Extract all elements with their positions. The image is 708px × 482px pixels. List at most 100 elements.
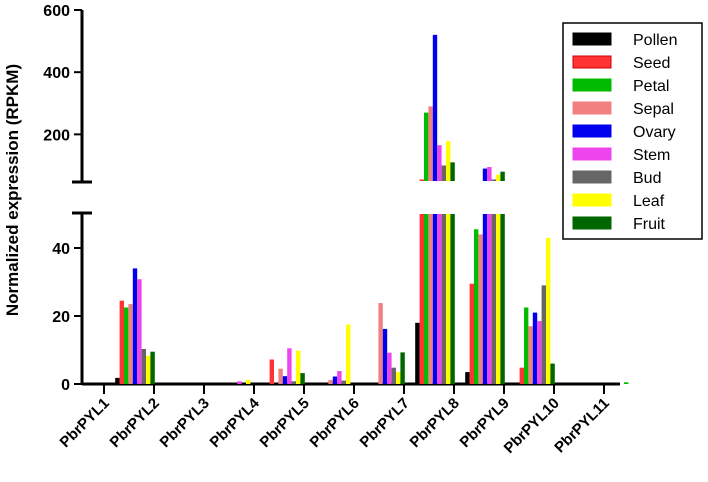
bar-lower-part bbox=[428, 214, 433, 384]
y-tick-label: 600 bbox=[43, 3, 70, 20]
bar bbox=[537, 321, 542, 384]
legend-label: Sepal bbox=[633, 101, 674, 118]
bar bbox=[346, 324, 351, 384]
bar bbox=[446, 141, 451, 181]
bars bbox=[115, 34, 629, 384]
bar bbox=[119, 300, 124, 384]
bar bbox=[519, 367, 524, 384]
legend-label: Petal bbox=[633, 78, 669, 95]
bar bbox=[237, 381, 242, 384]
bar bbox=[328, 379, 333, 384]
x-tick-label: PbrPYL7 bbox=[357, 395, 413, 451]
bar bbox=[387, 352, 392, 384]
legend-label: Bud bbox=[633, 170, 661, 187]
bar-lower-part bbox=[424, 214, 429, 384]
bar-lower-part bbox=[491, 214, 496, 384]
bar bbox=[337, 371, 342, 384]
bar bbox=[124, 307, 129, 384]
legend-swatch bbox=[572, 78, 612, 92]
bar bbox=[282, 376, 288, 384]
bar bbox=[465, 372, 470, 384]
bar bbox=[524, 307, 529, 384]
y-tick-label: 20 bbox=[52, 309, 70, 326]
bar-lower-part bbox=[419, 214, 424, 384]
tick-labels: 02040200400600PbrPYL1PbrPYL2PbrPYL3PbrPY… bbox=[43, 3, 613, 457]
x-tick-label: PbrPYL4 bbox=[207, 394, 264, 451]
bar bbox=[128, 304, 133, 384]
y-tick-label: 0 bbox=[61, 377, 70, 394]
legend-swatch bbox=[572, 101, 612, 115]
bar bbox=[441, 165, 446, 181]
bar-lower-part bbox=[441, 214, 446, 384]
legend-swatch bbox=[572, 147, 612, 161]
bar bbox=[332, 376, 338, 384]
x-tick-label: PbrPYL2 bbox=[107, 395, 163, 451]
bar bbox=[482, 168, 488, 181]
bar bbox=[478, 234, 483, 384]
legend-swatch bbox=[572, 55, 612, 69]
bar-lower-part bbox=[482, 214, 488, 384]
bar bbox=[300, 373, 305, 384]
bar bbox=[396, 372, 401, 384]
legend-label: Ovary bbox=[633, 124, 676, 141]
x-tick-label: PbrPYL8 bbox=[407, 395, 463, 451]
bar bbox=[428, 106, 433, 181]
bar bbox=[150, 351, 155, 384]
bar bbox=[424, 112, 429, 181]
y-tick-label: 400 bbox=[43, 65, 70, 82]
bar bbox=[382, 328, 388, 384]
legend-swatch bbox=[572, 193, 612, 207]
legend-swatch bbox=[572, 32, 612, 46]
legend: Pollen Seed Petal Sepal Ovary Stem Bud Leaf Frui… bbox=[562, 22, 703, 240]
bar bbox=[541, 285, 546, 384]
bar bbox=[491, 179, 496, 181]
bar-lower-part bbox=[446, 214, 451, 384]
legend-swatch bbox=[572, 124, 612, 138]
bar bbox=[546, 237, 551, 384]
bar bbox=[146, 355, 151, 384]
bar bbox=[115, 377, 120, 384]
y-tick-label: 40 bbox=[52, 241, 70, 258]
x-tick-label: PbrPYL1 bbox=[57, 395, 113, 451]
bar-lower-part bbox=[450, 214, 455, 384]
legend-label: Pollen bbox=[633, 32, 677, 49]
bar bbox=[246, 379, 251, 384]
bar bbox=[419, 179, 424, 181]
legend-label: Leaf bbox=[633, 193, 665, 210]
legend-swatch bbox=[572, 216, 612, 230]
bar-lower-part bbox=[437, 214, 442, 384]
bar bbox=[296, 350, 301, 384]
bar-lower-part bbox=[487, 214, 492, 384]
bar-lower-part bbox=[500, 214, 505, 384]
bar bbox=[415, 322, 420, 384]
x-tick-label: PbrPYL3 bbox=[157, 395, 213, 451]
y-tick-label: 200 bbox=[43, 127, 70, 144]
bar bbox=[291, 381, 296, 384]
legend-label: Seed bbox=[633, 55, 670, 72]
bar bbox=[437, 145, 442, 181]
x-tick-label: PbrPYL5 bbox=[257, 395, 313, 451]
x-tick-label: PbrPYL11 bbox=[551, 395, 613, 457]
bar-lower-part bbox=[432, 214, 438, 384]
legend-swatch bbox=[572, 170, 612, 184]
bar bbox=[287, 348, 292, 384]
bar bbox=[141, 348, 146, 384]
bar bbox=[624, 382, 629, 384]
bar bbox=[469, 283, 474, 384]
bar bbox=[450, 162, 455, 181]
bar bbox=[341, 380, 346, 384]
bar bbox=[132, 268, 138, 384]
bar bbox=[487, 167, 492, 181]
bar bbox=[137, 279, 142, 384]
bar bbox=[474, 229, 479, 384]
bar bbox=[391, 367, 396, 384]
legend-label: Stem bbox=[633, 147, 670, 164]
bar bbox=[269, 359, 274, 384]
bar bbox=[496, 174, 501, 181]
bar bbox=[378, 303, 383, 384]
x-tick-label: PbrPYL6 bbox=[307, 395, 363, 451]
y-axis-label: Normalized expression (RPKM) bbox=[3, 64, 22, 316]
bar bbox=[500, 171, 505, 181]
bar bbox=[278, 368, 283, 384]
bar bbox=[528, 326, 533, 384]
